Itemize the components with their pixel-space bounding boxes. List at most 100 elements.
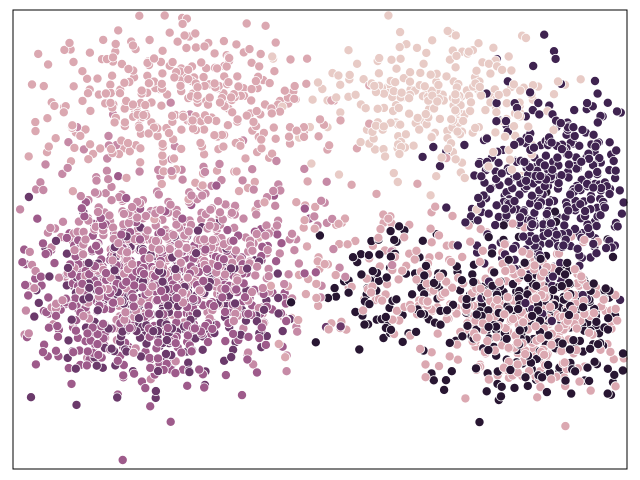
scatter-point [386,54,397,65]
scatter-point [194,364,205,375]
scatter-point [246,84,257,95]
scatter-point [199,234,210,245]
scatter-point [472,215,483,226]
scatter-point [381,272,392,283]
scatter-point [256,322,267,333]
scatter-point [268,122,279,133]
scatter-point [509,196,520,207]
scatter-point [471,65,482,76]
scatter-point [491,107,502,118]
scatter-point [503,176,514,187]
scatter-point [335,321,346,332]
scatter-point [23,191,34,202]
scatter-point [299,203,310,214]
scatter-point [433,80,444,91]
scatter-point [123,217,134,228]
scatter-point [144,35,155,46]
scatter-point [312,77,323,88]
scatter-point [95,143,106,154]
scatter-point [383,10,394,21]
scatter-point [280,352,291,363]
scatter-point [609,369,620,380]
scatter-point [519,257,530,268]
scatter-point [105,97,116,108]
scatter-point [465,106,476,117]
scatter-point [434,161,445,172]
scatter-point [112,355,123,366]
scatter-point [582,362,593,373]
scatter-point [563,149,574,160]
scatter-point [63,262,74,273]
scatter-point [553,178,564,189]
scatter-point [583,169,594,180]
scatter-point [69,245,80,256]
scatter-point [255,49,266,60]
scatter-point [222,225,233,236]
scatter-point [241,18,252,29]
scatter-point [110,39,121,50]
scatter-point [236,390,247,401]
scatter-point [231,166,242,177]
scatter-point [383,213,394,224]
scatter-point [421,47,432,58]
scatter-point [459,139,470,150]
scatter-point [385,226,396,237]
scatter-point [233,186,244,197]
scatter-point [199,166,210,177]
scatter-point [483,344,494,355]
scatter-point [439,384,450,395]
scatter-point [530,293,541,304]
scatter-point [503,254,514,265]
scatter-point [470,363,481,374]
scatter-point [400,129,411,140]
scatter-point [106,144,117,155]
scatter-point [175,80,186,91]
scatter-point [163,300,174,311]
scatter-point [456,275,467,286]
scatter-point [44,271,55,282]
scatter-point [77,66,88,77]
scatter-point [446,366,457,377]
scatter-point [170,368,181,379]
scatter-point [580,206,591,217]
scatter-point [121,193,132,204]
scatter-point [84,282,95,293]
scatter-point [113,238,124,249]
scatter-point [190,28,201,39]
scatter-point [248,184,259,195]
scatter-point [40,248,51,259]
scatter-point [352,58,363,69]
scatter-point [220,283,231,294]
scatter-point [190,42,201,53]
scatter-point [231,284,242,295]
scatter-point [68,81,79,92]
scatter-point [118,370,129,381]
scatter-point [483,208,494,219]
scatter-point [593,339,604,350]
scatter-point [493,157,504,168]
scatter-point [157,138,168,149]
scatter-point [584,375,595,386]
scatter-point [127,202,138,213]
scatter-point [528,61,539,72]
scatter-point [127,99,138,110]
scatter-point [474,417,485,428]
scatter-point [474,82,485,93]
scatter-point [311,278,322,289]
scatter-point [184,367,195,378]
scatter-point [319,259,330,270]
scatter-point [119,77,130,88]
scatter-point [610,303,621,314]
scatter-point [208,301,219,312]
scatter-point [525,87,536,98]
scatter-point [577,124,588,135]
scatter-point [75,130,86,141]
scatter-point [83,154,94,165]
scatter-point [211,180,222,191]
scatter-point [29,311,40,322]
scatter-point [481,133,492,144]
scatter-point [571,163,582,174]
scatter-point [346,179,357,190]
scatter-point [515,85,526,96]
scatter-point [342,239,353,250]
